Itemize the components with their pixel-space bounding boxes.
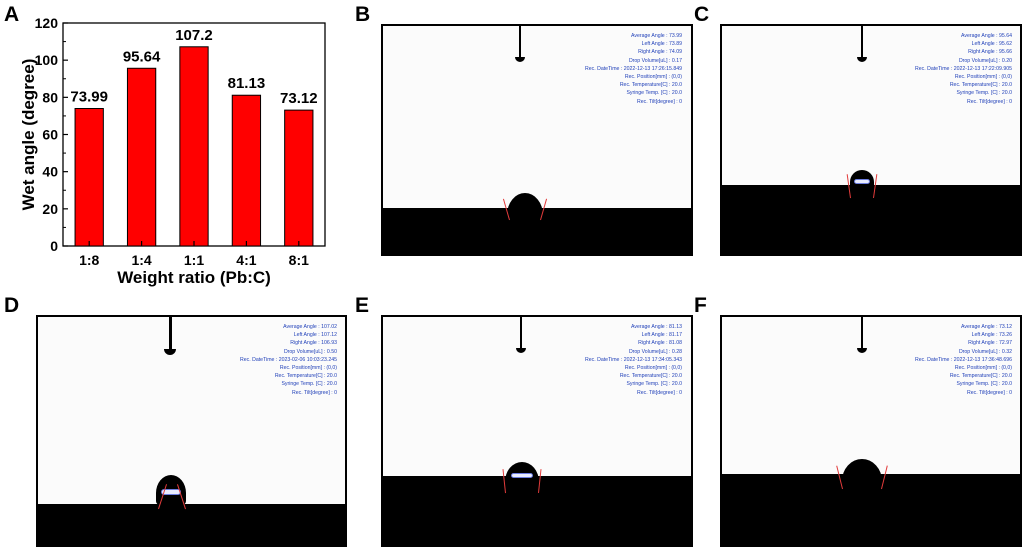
panel-label-b: B xyxy=(355,3,371,26)
y-tick-label: 0 xyxy=(50,238,58,254)
readout-line: Rec. Position[mm] : (0,0) xyxy=(624,73,682,80)
readout-line: Drop Volume[uL] : 0.32 xyxy=(958,348,1012,355)
droplet-image-c: Average Angle : 95.64 Left Angle : 95.62… xyxy=(720,24,1022,256)
readout-line: Rec. DateTime : 2022-12-13 17:36:48.696 xyxy=(915,356,1012,363)
y-tick-label: 100 xyxy=(35,52,59,68)
readout-line: Rec. Tilt[degree] : 0 xyxy=(637,98,682,105)
panel-label-a: A xyxy=(4,3,20,26)
readout-line: Rec. DateTime : 2023-02-06 10:03:23.245 xyxy=(240,356,337,363)
readout-line: Average Angle : 107.02 xyxy=(283,324,337,330)
readout-line: Left Angle : 107.12 xyxy=(293,332,337,339)
readout-line: Drop Volume[uL] : 0.50 xyxy=(283,348,337,355)
readout-line: Rec. DateTime : 2022-12-13 17:34:05.343 xyxy=(585,356,682,363)
readout-line: Rec. DateTime : 2022-12-13 17:26:15.849 xyxy=(585,65,682,72)
x-tick-label: 1:8 xyxy=(79,252,99,268)
readout-line: Drop Volume[uL] : 0.28 xyxy=(628,348,682,355)
x-tick-label: 8:1 xyxy=(289,252,309,268)
readout-line: Left Angle : 73.26 xyxy=(971,332,1012,339)
bar-value-label: 73.12 xyxy=(280,90,318,107)
readout-line: Average Angle : 81.13 xyxy=(631,324,682,330)
x-axis-title: Weight ratio (Pb:C) xyxy=(117,268,271,287)
readout-line: Right Angle : 72.97 xyxy=(968,340,1012,347)
y-tick-label: 40 xyxy=(42,164,58,180)
readout-line: Left Angle : 81.17 xyxy=(641,332,682,339)
readout-line: Left Angle : 95.62 xyxy=(971,41,1012,48)
y-axis-title: Wet angle (degree) xyxy=(19,59,38,211)
bar-1-4 xyxy=(126,67,157,247)
droplet-image-e: Average Angle : 81.13 Left Angle : 81.17… xyxy=(381,315,693,547)
readout-line: Syringe Temp. [C] : 20.0 xyxy=(626,90,682,97)
panel-label-d: D xyxy=(4,294,20,317)
readout-line: Rec. Temperature[C] : 20.0 xyxy=(949,373,1012,380)
readout-line: Syringe Temp. [C] : 20.0 xyxy=(281,381,337,388)
bar-value-label: 73.99 xyxy=(70,89,108,106)
readout-line: Rec. Tilt[degree] : 0 xyxy=(967,389,1012,396)
droplet-image-b: Average Angle : 73.99 Left Angle : 73.89… xyxy=(381,24,693,256)
readout-line: Rec. Temperature[C] : 20.0 xyxy=(949,82,1012,89)
readout-line: Rec. Position[mm] : (0,0) xyxy=(279,364,337,371)
panel-label-f: F xyxy=(694,294,707,317)
x-tick-label: 1:4 xyxy=(131,252,151,268)
readout-line: Rec. Temperature[C] : 20.0 xyxy=(619,82,682,89)
bar-8-1 xyxy=(284,109,314,247)
bar-4-1 xyxy=(231,94,262,247)
measurement-readout-d: Average Angle : 107.02 Left Angle : 107.… xyxy=(240,323,337,397)
readout-line: Syringe Temp. [C] : 20.0 xyxy=(626,381,682,388)
readout-line: Rec. Position[mm] : (0,0) xyxy=(954,73,1012,80)
bar-1-1 xyxy=(179,46,209,247)
readout-line: Left Angle : 73.89 xyxy=(641,41,682,48)
readout-line: Average Angle : 73.99 xyxy=(631,33,682,39)
readout-line: Rec. DateTime : 2022-12-13 17:22:09.905 xyxy=(915,65,1012,72)
bar-value-label: 95.64 xyxy=(123,48,161,65)
y-tick-label: 60 xyxy=(42,127,58,143)
readout-line: Rec. Temperature[C] : 20.0 xyxy=(619,373,682,380)
readout-line: Right Angle : 74.09 xyxy=(638,49,682,56)
readout-line: Rec. Tilt[degree] : 0 xyxy=(967,98,1012,105)
measurement-readout-c: Average Angle : 95.64 Left Angle : 95.62… xyxy=(915,32,1012,106)
measurement-readout-e: Average Angle : 81.13 Left Angle : 81.17… xyxy=(585,323,682,397)
measurement-readout-f: Average Angle : 73.12 Left Angle : 73.26… xyxy=(915,323,1012,397)
readout-line: Rec. Temperature[C] : 20.0 xyxy=(274,373,337,380)
readout-line: Drop Volume[uL] : 0.17 xyxy=(628,57,682,64)
y-tick-label: 80 xyxy=(42,89,58,105)
y-tick-label: 120 xyxy=(35,15,59,31)
readout-line: Rec. Tilt[degree] : 0 xyxy=(637,389,682,396)
bar-value-label: 107.2 xyxy=(175,27,213,44)
bar-value-label: 81.13 xyxy=(228,75,266,92)
readout-line: Drop Volume[uL] : 0.20 xyxy=(958,57,1012,64)
bar-1-8 xyxy=(74,108,104,247)
measurement-readout-b: Average Angle : 73.99 Left Angle : 73.89… xyxy=(585,32,682,106)
panel-label-c: C xyxy=(694,3,710,26)
y-tick-label: 20 xyxy=(42,201,58,217)
readout-line: Right Angle : 95.66 xyxy=(968,49,1012,56)
x-tick-label: 4:1 xyxy=(236,252,256,268)
readout-line: Average Angle : 73.12 xyxy=(961,324,1012,330)
readout-line: Right Angle : 106.93 xyxy=(290,340,337,347)
x-tick-label: 1:1 xyxy=(184,252,204,268)
droplet-image-f: Average Angle : 73.12 Left Angle : 73.26… xyxy=(720,315,1022,547)
readout-line: Rec. Position[mm] : (0,0) xyxy=(954,364,1012,371)
readout-line: Average Angle : 95.64 xyxy=(961,33,1012,39)
readout-line: Rec. Tilt[degree] : 0 xyxy=(292,389,337,396)
readout-line: Rec. Position[mm] : (0,0) xyxy=(624,364,682,371)
wet-angle-bar-chart: 0 20 40 60 80 100 120 1:8 73.99 1:4 95.64 1:1 107.2 4… xyxy=(19,15,326,287)
panel-label-e: E xyxy=(355,294,370,317)
readout-line: Syringe Temp. [C] : 20.0 xyxy=(956,381,1012,388)
droplet-image-d: Average Angle : 107.02 Left Angle : 107.… xyxy=(36,315,347,547)
readout-line: Right Angle : 81.08 xyxy=(638,340,682,347)
readout-line: Syringe Temp. [C] : 20.0 xyxy=(956,90,1012,97)
